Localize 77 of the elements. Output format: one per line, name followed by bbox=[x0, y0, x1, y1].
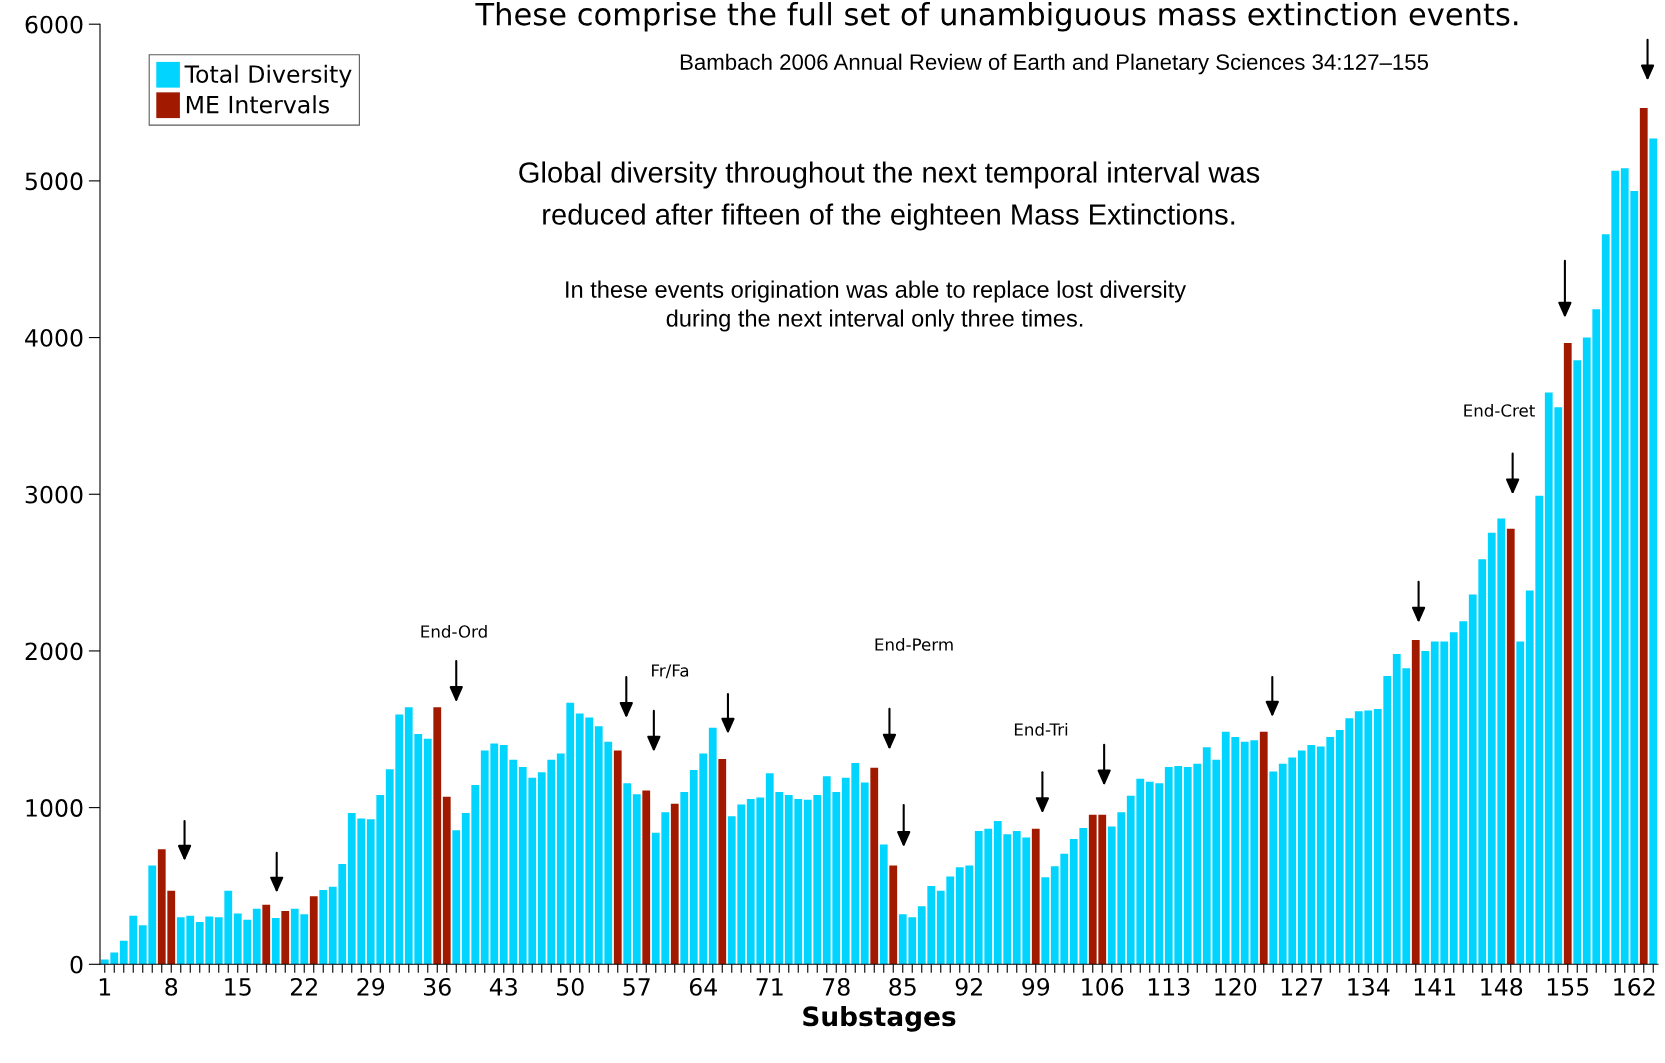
annotation: End-Perm bbox=[875, 637, 953, 651]
bar bbox=[309, 896, 318, 965]
bar bbox=[262, 904, 271, 965]
bar bbox=[613, 750, 622, 965]
bar bbox=[1639, 108, 1648, 965]
bar bbox=[1516, 641, 1525, 965]
bar bbox=[1506, 528, 1515, 965]
x-tick-label: 57 bbox=[623, 978, 650, 996]
x-tick-label: 120 bbox=[1215, 977, 1257, 996]
bar bbox=[452, 830, 461, 965]
annotation: Global diversity throughout the next temporal interval was reduced after fifteen of the eighteen Mass Extinctions. bbox=[519, 161, 1260, 231]
bar bbox=[889, 865, 898, 965]
bar bbox=[718, 759, 727, 965]
x-tick-label: 50 bbox=[557, 977, 584, 996]
x-tick-label: 29 bbox=[357, 977, 385, 996]
bar bbox=[423, 738, 432, 965]
bar bbox=[632, 794, 641, 965]
bar bbox=[1031, 828, 1040, 965]
y-tick-label: 6000 bbox=[25, 15, 83, 34]
bar bbox=[252, 908, 261, 965]
y-tick-label: 3000 bbox=[25, 485, 83, 504]
x-tick-label: 78 bbox=[823, 977, 850, 996]
bar bbox=[642, 790, 651, 965]
y-tick-label: 1000 bbox=[26, 799, 83, 817]
x-tick-label: 85 bbox=[889, 977, 916, 996]
y-tick-label: 0 bbox=[70, 955, 83, 974]
x-tick-label: 36 bbox=[424, 977, 451, 996]
legend-label: ME Intervals bbox=[186, 95, 329, 114]
x-tick-label: 148 bbox=[1481, 977, 1523, 996]
x-tick-label: 127 bbox=[1281, 977, 1323, 996]
x-tick-label: 43 bbox=[489, 977, 517, 996]
x-tick-label: 1 bbox=[99, 978, 111, 996]
bar bbox=[1411, 639, 1420, 965]
bar bbox=[870, 767, 879, 965]
x-tick-label: 99 bbox=[1022, 977, 1050, 996]
bar bbox=[1563, 343, 1572, 965]
x-tick-label: 106 bbox=[1082, 977, 1124, 996]
x-tick-label: 113 bbox=[1148, 977, 1190, 996]
bar bbox=[879, 844, 888, 965]
bar bbox=[442, 796, 451, 965]
x-tick-label: 141 bbox=[1414, 978, 1456, 996]
annotation: End-Cret bbox=[1464, 403, 1535, 417]
x-tick-label: 64 bbox=[689, 977, 717, 996]
bar bbox=[1573, 360, 1582, 965]
bar bbox=[670, 803, 679, 965]
x-tick-label: 71 bbox=[756, 978, 783, 996]
bar bbox=[433, 707, 442, 965]
bar bbox=[1041, 877, 1050, 965]
bar bbox=[319, 889, 328, 965]
annotation: Bambach 2006 Annual Review of Earth and Planetary Sciences 34:127–155 bbox=[680, 53, 1429, 75]
bar bbox=[623, 783, 632, 965]
y-tick-label: 5000 bbox=[25, 172, 83, 191]
bar bbox=[1259, 731, 1268, 965]
annotation: End-Tri bbox=[1014, 722, 1068, 736]
bar bbox=[1421, 650, 1430, 965]
legend-label: Total Diversity bbox=[184, 64, 352, 88]
annotation: Fr/Fa bbox=[652, 664, 689, 679]
x-tick-label: 8 bbox=[165, 977, 178, 996]
bar bbox=[708, 727, 717, 965]
annotation: End-Ord bbox=[421, 624, 487, 638]
x-tick-label: 155 bbox=[1547, 978, 1589, 996]
x-tick-label: 92 bbox=[955, 977, 982, 996]
y-tick-label: 2000 bbox=[25, 642, 83, 661]
y-tick-label: 4000 bbox=[25, 329, 83, 347]
bar bbox=[1649, 138, 1658, 965]
annotation: In these events origination was able to replace lost diversity during the next interval only three times. bbox=[566, 280, 1187, 332]
bar bbox=[680, 791, 689, 965]
bar bbox=[281, 911, 290, 965]
chart-title: These comprise the full set of unambiguous mass extinction events. bbox=[475, 2, 1518, 32]
x-tick-label: 22 bbox=[290, 977, 317, 996]
x-tick-label: 134 bbox=[1348, 977, 1390, 996]
x-tick-label: 15 bbox=[225, 978, 251, 996]
x-tick-label: 162 bbox=[1614, 977, 1655, 996]
bar bbox=[271, 918, 280, 965]
x-axis-title: Substages bbox=[803, 1005, 956, 1032]
bar bbox=[860, 782, 869, 965]
bar bbox=[1269, 771, 1278, 965]
